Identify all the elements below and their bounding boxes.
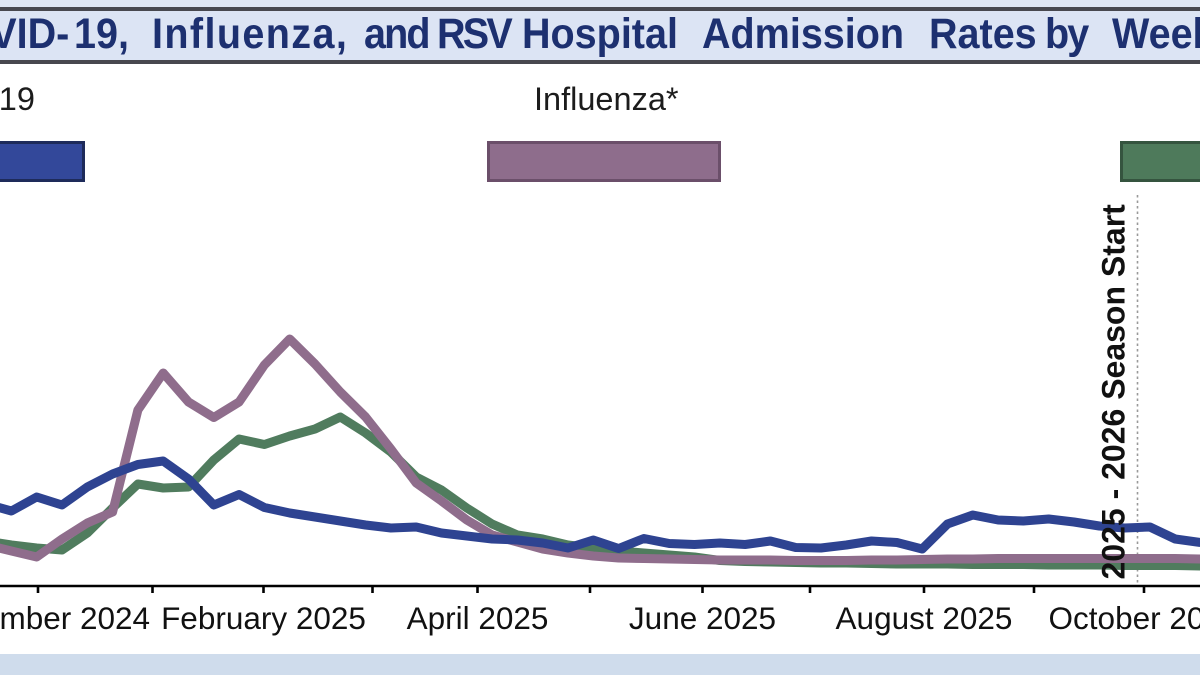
- svg-text:2025 - 2026 Season Start: 2025 - 2026 Season Start: [1096, 204, 1132, 580]
- svg-text:October 2025: October 2025: [1049, 600, 1200, 636]
- svg-text:April 2025: April 2025: [407, 600, 549, 636]
- svg-text:February 2025: February 2025: [161, 600, 366, 636]
- svg-text:December 2024: December 2024: [0, 600, 150, 636]
- svg-text:August 2025: August 2025: [836, 600, 1013, 636]
- svg-text:June 2025: June 2025: [629, 600, 776, 636]
